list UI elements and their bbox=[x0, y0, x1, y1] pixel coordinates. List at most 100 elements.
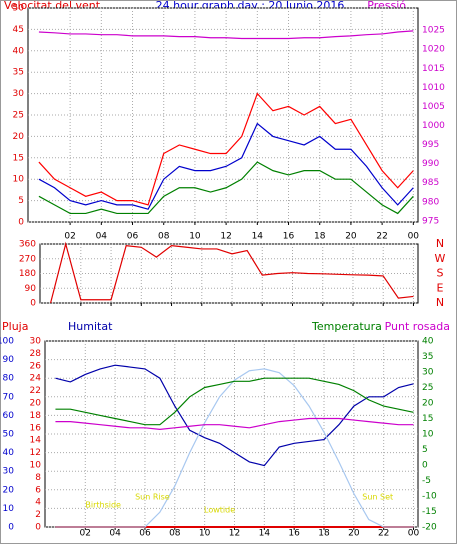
series-name: Punt rosada bbox=[385, 320, 450, 333]
y-tick-label: 35 bbox=[13, 68, 24, 78]
y-tick-label: 50 bbox=[13, 4, 25, 14]
y-tick-label: -15 bbox=[422, 507, 437, 517]
series-name: Temperatura bbox=[311, 320, 382, 333]
y-tick-label: 14 bbox=[30, 436, 42, 446]
y-tick-label: 40 bbox=[3, 448, 15, 458]
x-tick-label: 22 bbox=[376, 232, 387, 242]
y-tick-label: 35 bbox=[422, 352, 433, 362]
x-tick-label: 18 bbox=[314, 232, 326, 242]
series-name: Pluja bbox=[2, 320, 28, 333]
series-line bbox=[55, 417, 414, 430]
x-tick-label: 00 bbox=[408, 232, 420, 242]
x-tick-label: 08 bbox=[158, 232, 170, 242]
x-tick-label: 10 bbox=[189, 232, 201, 242]
annotation: Sun Rise bbox=[135, 493, 170, 502]
y-tick-label: 40 bbox=[422, 337, 434, 347]
y-tick-label: -5 bbox=[422, 476, 431, 486]
y-tick-label: 5 bbox=[18, 196, 24, 206]
x-tick-label: 12 bbox=[220, 232, 231, 242]
y-tick-label: -10 bbox=[422, 492, 437, 502]
y-tick-label: 995 bbox=[422, 140, 439, 150]
series-line bbox=[55, 377, 414, 426]
y-tick-label: 50 bbox=[3, 430, 15, 440]
y-tick-label: W bbox=[435, 252, 446, 265]
x-tick-label: 00 bbox=[408, 529, 420, 539]
x-tick-label: 22 bbox=[378, 529, 389, 539]
x-tick-label: 06 bbox=[139, 529, 151, 539]
y-tick-label: N bbox=[436, 296, 444, 309]
y-tick-label: 5 bbox=[422, 445, 428, 455]
y-tick-label: 70 bbox=[3, 392, 15, 402]
x-tick-label: 16 bbox=[288, 529, 300, 539]
series-name: Humitat bbox=[68, 320, 113, 333]
y-tick-label: 4 bbox=[35, 498, 41, 508]
y-tick-label: 0 bbox=[30, 299, 36, 309]
y-tick-label: 80 bbox=[3, 374, 15, 384]
annotation: Birthside bbox=[85, 501, 121, 510]
y-tick-label: 1025 bbox=[422, 26, 445, 36]
y-tick-label: 0 bbox=[8, 523, 14, 533]
series-line bbox=[55, 368, 414, 528]
y-tick-label: 1015 bbox=[422, 64, 445, 74]
y-tick-label: 20 bbox=[3, 485, 15, 495]
y-tick-label: 8 bbox=[35, 473, 41, 483]
y-tick-label: 20 bbox=[13, 132, 25, 142]
y-tick-label: 45 bbox=[13, 25, 24, 35]
y-tick-label: 20 bbox=[30, 399, 42, 409]
y-tick-label: 12 bbox=[30, 448, 41, 458]
y-tick-label: 6 bbox=[35, 485, 41, 495]
y-tick-label: 40 bbox=[13, 46, 25, 56]
x-tick-label: 14 bbox=[259, 529, 271, 539]
x-tick-label: 18 bbox=[318, 529, 330, 539]
x-tick-label: 14 bbox=[252, 232, 264, 242]
y-tick-label: 30 bbox=[3, 467, 15, 477]
y-tick-label: -20 bbox=[422, 523, 437, 533]
y-tick-label: 1000 bbox=[422, 121, 445, 131]
y-tick-label: 270 bbox=[19, 254, 36, 264]
y-tick-label: S bbox=[437, 267, 444, 280]
x-tick-label: 12 bbox=[229, 529, 240, 539]
x-tick-label: 02 bbox=[80, 529, 91, 539]
x-tick-label: 06 bbox=[127, 232, 139, 242]
y-tick-label: 30 bbox=[422, 368, 434, 378]
y-tick-label: 10 bbox=[3, 504, 15, 514]
y-tick-label: 10 bbox=[30, 461, 42, 471]
y-tick-label: 18 bbox=[30, 411, 42, 421]
y-tick-label: 1005 bbox=[422, 102, 445, 112]
y-tick-label: 60 bbox=[3, 411, 15, 421]
y-tick-label: 1010 bbox=[422, 83, 445, 93]
series-line bbox=[38, 30, 414, 40]
annotation: Sun Set bbox=[362, 493, 393, 502]
y-tick-label: 0 bbox=[422, 461, 428, 471]
y-tick-label: 2 bbox=[35, 510, 41, 520]
x-tick-label: 04 bbox=[109, 529, 121, 539]
y-tick-label: 30 bbox=[13, 89, 25, 99]
y-tick-label: 22 bbox=[30, 386, 41, 396]
y-tick-label: 975 bbox=[422, 216, 439, 226]
y-tick-label: 180 bbox=[19, 269, 36, 279]
y-tick-label: 0 bbox=[18, 218, 24, 228]
series-line bbox=[38, 161, 414, 215]
y-tick-label: 990 bbox=[422, 159, 439, 169]
series-line bbox=[38, 92, 414, 206]
y-tick-label: 10 bbox=[13, 175, 25, 185]
y-tick-label: 90 bbox=[3, 355, 15, 365]
x-tick-label: 08 bbox=[169, 529, 181, 539]
x-tick-label: 04 bbox=[96, 232, 108, 242]
y-tick-label: 20 bbox=[422, 399, 434, 409]
y-tick-label: 24 bbox=[30, 374, 42, 384]
y-tick-label: 0 bbox=[35, 523, 41, 533]
x-tick-label: 10 bbox=[199, 529, 211, 539]
y-tick-label: 1020 bbox=[422, 45, 445, 55]
y-tick-label: 100 bbox=[0, 337, 14, 347]
series-line bbox=[55, 364, 414, 467]
y-tick-label: 16 bbox=[30, 423, 42, 433]
y-tick-label: 15 bbox=[13, 153, 24, 163]
series-line bbox=[50, 241, 414, 304]
y-tick-label: 985 bbox=[422, 178, 439, 188]
y-tick-label: 980 bbox=[422, 197, 439, 207]
x-tick-label: 16 bbox=[283, 232, 295, 242]
y-tick-label: 15 bbox=[422, 414, 433, 424]
y-tick-label: 25 bbox=[13, 111, 24, 121]
